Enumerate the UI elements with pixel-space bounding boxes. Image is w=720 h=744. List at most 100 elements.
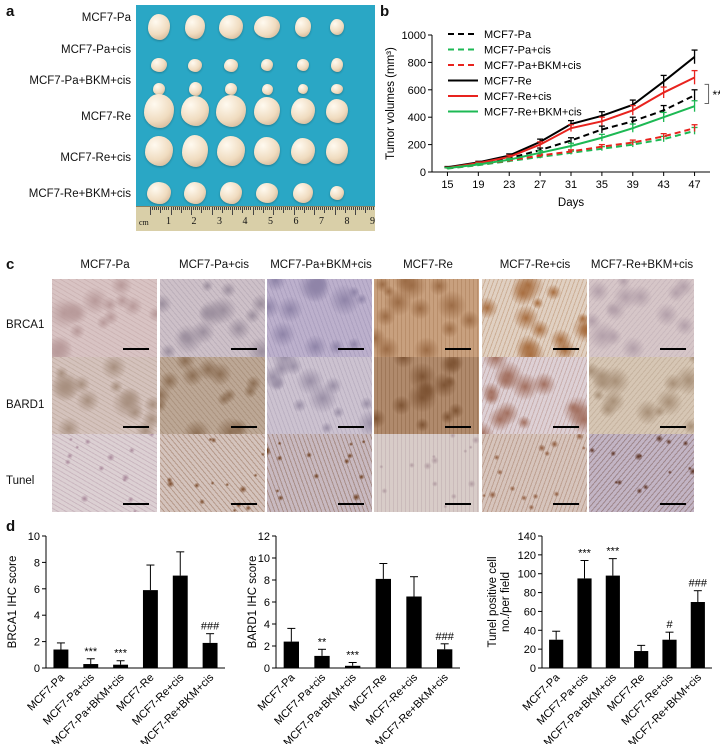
y-tick-label: 0: [34, 663, 40, 675]
ruler-tick: [238, 207, 240, 210]
y-tick-label: 1000: [402, 30, 426, 42]
ruler-tick: [367, 207, 369, 210]
ruler-tick: [207, 207, 209, 210]
tumor-specimen: [256, 183, 278, 203]
ruler-tick: [369, 207, 371, 210]
ruler-tick: [201, 207, 203, 213]
tumor-specimen: [326, 138, 348, 164]
y-tick-label: 8: [34, 557, 40, 569]
tumor-specimen: [261, 83, 273, 95]
tumor-specimen: [188, 82, 202, 96]
ruler-tick: [236, 207, 238, 210]
tumor-specimen: [147, 182, 171, 204]
tumor-specimen: [224, 58, 238, 72]
ihc-image: [374, 434, 479, 512]
scale-bar: [123, 348, 149, 350]
legend-label: MCF7-Pa+cis: [484, 45, 551, 57]
ruler-number: 3: [217, 216, 222, 227]
legend-label: MCF7-Re+cis: [484, 91, 552, 103]
ruler-tick: [162, 207, 164, 210]
ruler-tick: [176, 207, 178, 210]
ruler-tick: [252, 207, 254, 215]
ruler-tick: [334, 207, 336, 215]
tumor-row-label: MCF7-Pa+cis: [61, 44, 131, 56]
y-tick-label: 6: [264, 597, 270, 609]
tumor-specimen: [331, 58, 343, 72]
y-tick-label: 120: [518, 550, 536, 562]
tumor-specimen: [297, 59, 309, 71]
y-tick-label: 400: [408, 112, 426, 124]
ruler-tick: [287, 207, 289, 210]
scale-bar: [231, 503, 257, 505]
ruler-tick: [178, 207, 180, 210]
bar: [345, 665, 361, 668]
ruler-tick: [326, 207, 328, 210]
tumor-row-label: MCF7-Re: [81, 111, 131, 123]
ruler-tick: [318, 207, 320, 210]
tumor-specimen: [216, 95, 246, 127]
ruler-tick: [322, 207, 324, 210]
tumor-specimen: [145, 136, 173, 166]
ruler-tick: [355, 207, 356, 215]
ruler-tick: [242, 207, 244, 213]
ruler-tick: [316, 207, 318, 210]
legend-label: MCF7-Pa: [484, 29, 532, 41]
bar: [549, 639, 564, 668]
ruler-tick: [248, 207, 250, 210]
ruler-tick: [205, 207, 207, 210]
scale-bar: [123, 503, 149, 505]
significance-label: ***: [606, 546, 620, 558]
x-tick-label: 19: [472, 179, 484, 191]
bar: [53, 649, 69, 668]
ruler-tick: [305, 207, 307, 210]
bar: [113, 664, 129, 668]
scale-bar: [123, 426, 149, 428]
ruler-tick: [209, 207, 211, 210]
tumor-specimen: [185, 15, 205, 39]
ruler-tick: [285, 207, 287, 210]
ihc-column-label: MCF7-Pa+BKM+cis: [270, 259, 372, 271]
ruler-tick: [273, 207, 274, 215]
x-tick-label: 27: [534, 179, 546, 191]
ruler-tick: [164, 207, 166, 210]
tumor-row-label: MCF7-Pa: [81, 12, 131, 24]
ihc-panel: MCF7-Pa MCF7-Pa+cis MCF7-Pa+BKM+cis MCF7…: [0, 255, 720, 512]
ruler-number: 7: [319, 216, 324, 227]
ruler-tick: [203, 207, 205, 210]
ruler-tick: [182, 207, 184, 210]
ruler-tick: [158, 207, 160, 210]
ruler-number: 4: [242, 216, 248, 227]
ihc-column-label: MCF7-Re+BKM+cis: [590, 259, 694, 271]
significance-label: ***: [346, 650, 360, 662]
bar: [634, 651, 649, 668]
ihc-column-label: MCF7-Pa+cis: [179, 259, 249, 271]
tumor-specimen: [220, 182, 242, 204]
scale-bar: [553, 348, 579, 350]
y-tick-label: 0: [264, 663, 270, 675]
y-tick-label: 12: [258, 531, 270, 543]
tumor-specimen: [225, 83, 237, 95]
ruler-tick: [223, 207, 225, 210]
scale-bar: [445, 503, 471, 505]
scale-bar: [231, 348, 257, 350]
ruler-tick: [221, 207, 223, 213]
ruler-tick: [303, 207, 305, 213]
ihc-image: [589, 434, 694, 512]
tumor-specimen: [153, 83, 165, 95]
ihc-image: [52, 434, 157, 512]
scale-bar: [553, 426, 579, 428]
ruler-tick: [340, 207, 342, 210]
ruler-tick: [268, 207, 270, 210]
ruler-tick: [197, 207, 199, 210]
ruler-tick: [330, 207, 332, 210]
ruler-tick: [299, 207, 301, 210]
ruler-tick: [336, 207, 338, 210]
significance-label: ###: [201, 621, 220, 633]
ihc-column-label: MCF7-Re+cis: [499, 259, 571, 271]
ruler-tick: [332, 207, 334, 210]
ihc-image: [374, 279, 479, 357]
x-tick-label: 47: [688, 179, 700, 191]
y-axis-label: Tumor volumes (mm³): [385, 47, 397, 160]
